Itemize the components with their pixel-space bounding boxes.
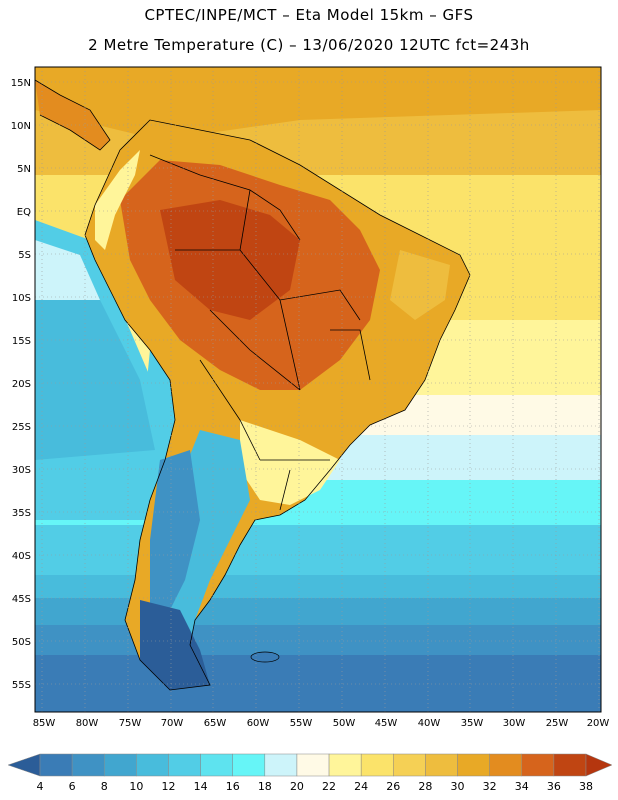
colorbar-tick-label: 14 (194, 780, 208, 793)
lat-label: 5N (17, 164, 31, 175)
map-title-line2: 2 Metre Temperature (C) – 13/06/2020 12U… (88, 36, 530, 54)
colorbar-segment (296, 753, 330, 777)
colorbar-over-triangle (585, 753, 613, 777)
colorbar-tick-label: 34 (515, 780, 529, 793)
colorbar-segment (71, 753, 105, 777)
map-frame (34, 66, 602, 713)
lon-label: 55W (290, 718, 313, 729)
colorbar-tick-label: 18 (258, 780, 272, 793)
colorbar-segment (457, 753, 490, 777)
lat-label: 40S (12, 551, 31, 562)
lon-label: 20W (587, 718, 610, 729)
colorbar-tick-label: 12 (161, 780, 175, 793)
colorbar-tick-label: 30 (451, 780, 465, 793)
map-title-line1: CPTEC/INPE/MCT – Eta Model 15km – GFS (144, 6, 474, 24)
colorbar-tick-label: 24 (354, 780, 368, 793)
colorbar-tick-label: 6 (69, 780, 76, 793)
colorbar-tick-label: 22 (322, 780, 336, 793)
coastlines (35, 79, 471, 691)
lat-label: 30S (12, 465, 31, 476)
latitude-axis: 15N 10N 5N EQ 5S 10S 15S 20S 25S 30S 35S… (11, 78, 31, 691)
colorbar-segment (168, 753, 201, 777)
lat-label: 15N (11, 78, 31, 89)
lat-label: 35S (12, 508, 31, 519)
colorbar-segment (521, 753, 555, 777)
lon-label: 45W (375, 718, 398, 729)
lon-label: 25W (546, 718, 569, 729)
colorbar-segment (489, 753, 523, 777)
lon-label: 30W (503, 718, 526, 729)
colorbar-tick-label: 10 (129, 780, 143, 793)
colorbar-segment (425, 753, 458, 777)
lat-label: 25S (12, 422, 31, 433)
lon-label: 85W (33, 718, 56, 729)
colorbar-segment (553, 753, 587, 777)
lon-label: 40W (418, 718, 441, 729)
lon-label: 50W (333, 718, 356, 729)
colorbar-segment (232, 753, 266, 777)
lat-label: 15S (12, 336, 31, 347)
colorbar-tick-label: 20 (290, 780, 304, 793)
colorbar-tick-label: 32 (483, 780, 497, 793)
lat-label: 10S (12, 293, 31, 304)
colorbar-segment (264, 753, 298, 777)
colorbar-tick-label: 36 (547, 780, 561, 793)
colorbar-tick-label: 28 (418, 780, 432, 793)
colorbar-segment (200, 753, 233, 777)
colorbar-tick-label: 26 (386, 780, 400, 793)
colorbar-tick-label: 4 (37, 780, 44, 793)
lon-label: 60W (247, 718, 270, 729)
colorbar-tick-label: 8 (101, 780, 108, 793)
colorbar-segment (136, 753, 169, 777)
colorbar-segment (360, 753, 394, 777)
temperature-field (35, 67, 601, 712)
colorbar: 4 6 8 10 12 14 16 18 20 22 24 26 28 30 32 34 36 38 (7, 753, 613, 793)
colorbar-segment (328, 753, 362, 777)
lon-label: 70W (161, 718, 184, 729)
colorbar-tick-label: 38 (579, 780, 593, 793)
longitude-axis: 85W 80W 75W 70W 65W 60W 55W 50W 45W 40W … (33, 718, 610, 729)
lat-label: 5S (18, 250, 31, 261)
lat-label: 10N (11, 121, 31, 132)
colorbar-tick-label: 16 (226, 780, 240, 793)
lat-label: 55S (12, 680, 31, 691)
lon-label: 75W (119, 718, 142, 729)
colorbar-segment (103, 753, 137, 777)
lon-label: 35W (461, 718, 484, 729)
lat-label: 20S (12, 379, 31, 390)
lat-label: 50S (12, 637, 31, 648)
colorbar-under-triangle (7, 753, 41, 777)
colorbar-segment (39, 753, 73, 777)
colorbar-segment (393, 753, 426, 777)
lat-label: EQ (17, 207, 31, 218)
lon-label: 80W (76, 718, 99, 729)
lat-label: 45S (12, 594, 31, 605)
lon-label: 65W (204, 718, 227, 729)
